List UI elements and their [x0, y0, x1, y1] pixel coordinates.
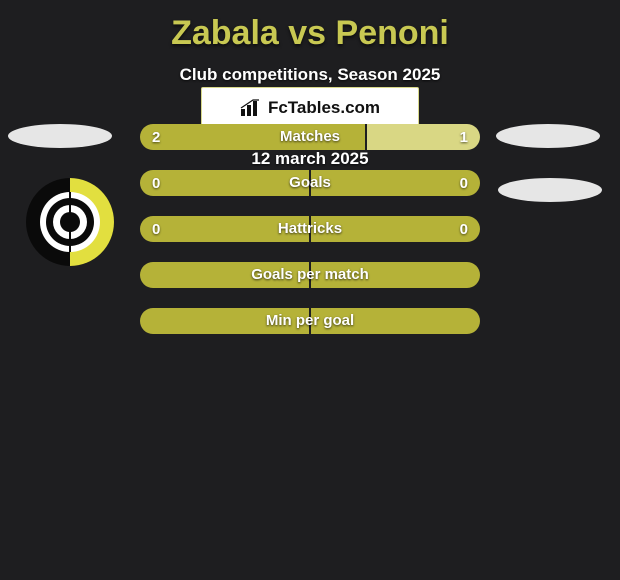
decorative-pill [8, 124, 112, 148]
stat-right-value: 0 [460, 175, 468, 192]
stat-row: 21Matches [140, 124, 480, 150]
stat-row: Min per goal [140, 308, 480, 334]
stat-rows: 21Matches00Goals00HattricksGoals per mat… [140, 124, 480, 354]
fctables-badge: FcTables.com [201, 87, 419, 129]
decorative-pill [498, 178, 602, 202]
stat-left-segment: 2 [140, 124, 365, 150]
brand-text: FcTables.com [268, 98, 380, 118]
page-title: Zabala vs Penoni [0, 0, 620, 53]
stat-row: 00Hattricks [140, 216, 480, 242]
stat-right-segment: 0 [311, 216, 480, 242]
stat-right-segment [311, 262, 480, 288]
stat-left-segment [140, 262, 309, 288]
stat-left-value: 2 [152, 129, 160, 146]
subtitle: Club competitions, Season 2025 [0, 65, 620, 85]
stat-left-segment: 0 [140, 170, 309, 196]
stat-right-segment: 0 [311, 170, 480, 196]
bars-icon [240, 99, 262, 117]
stat-right-segment [311, 308, 480, 334]
club-badge-left [26, 178, 114, 266]
stat-right-value: 1 [460, 129, 468, 146]
decorative-pill [496, 124, 600, 148]
stat-left-value: 0 [152, 221, 160, 238]
stat-row: Goals per match [140, 262, 480, 288]
stat-left-segment: 0 [140, 216, 309, 242]
stat-right-segment: 1 [367, 124, 480, 150]
stat-left-value: 0 [152, 175, 160, 192]
stat-left-segment [140, 308, 309, 334]
stat-row: 00Goals [140, 170, 480, 196]
stat-right-value: 0 [460, 221, 468, 238]
